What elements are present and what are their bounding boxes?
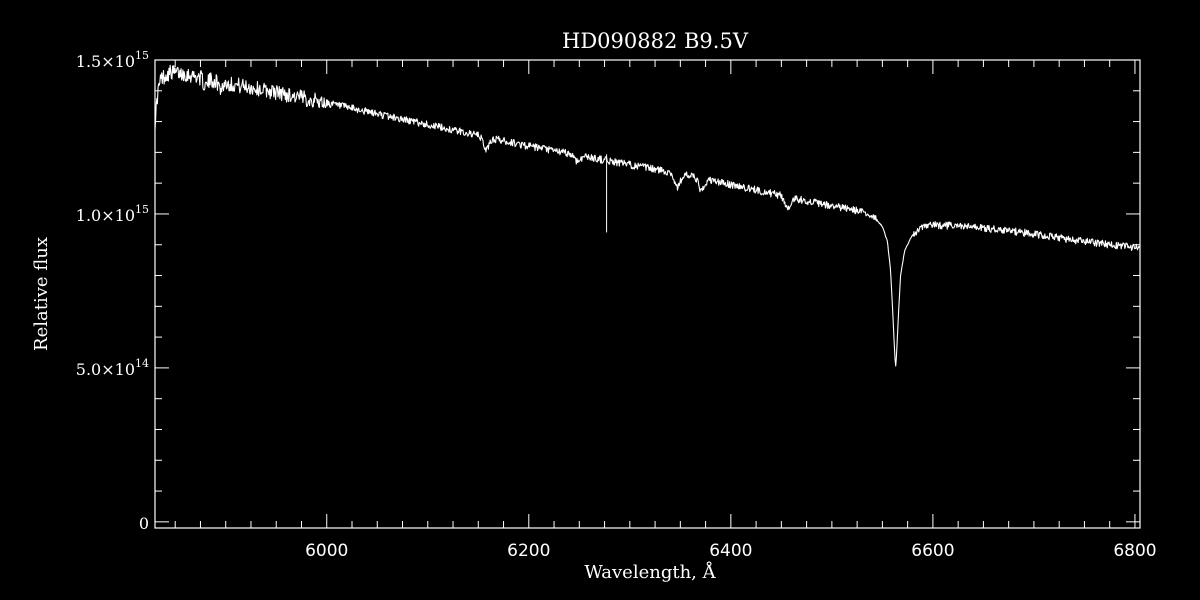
x-axis-label: Wavelength, Å bbox=[584, 561, 716, 583]
y-tick-label: 5.0×1014 bbox=[76, 357, 149, 379]
spectrum-line bbox=[154, 64, 1140, 367]
x-tick-label: 6600 bbox=[911, 541, 954, 561]
y-tick-labels: 0 5.0×1014 1.0×1015 1.5×1015 bbox=[76, 49, 149, 533]
y-tick-label: 1.5×1015 bbox=[76, 49, 149, 71]
y-tick-label: 1.0×1015 bbox=[76, 203, 149, 225]
plot-frame bbox=[154, 59, 1141, 529]
x-tick-label: 6000 bbox=[305, 541, 348, 561]
y-tick-label: 0 bbox=[139, 514, 149, 533]
x-tick-labels: 6000 6200 6400 6600 6800 bbox=[305, 541, 1156, 561]
y-axis-label: Relative flux bbox=[31, 237, 52, 351]
chart-title: HD090882 B9.5V bbox=[562, 29, 749, 53]
x-tick-label: 6400 bbox=[709, 541, 752, 561]
x-tick-label: 6200 bbox=[507, 541, 550, 561]
axis-ticks bbox=[155, 59, 1140, 528]
x-tick-label: 6800 bbox=[1113, 541, 1156, 561]
